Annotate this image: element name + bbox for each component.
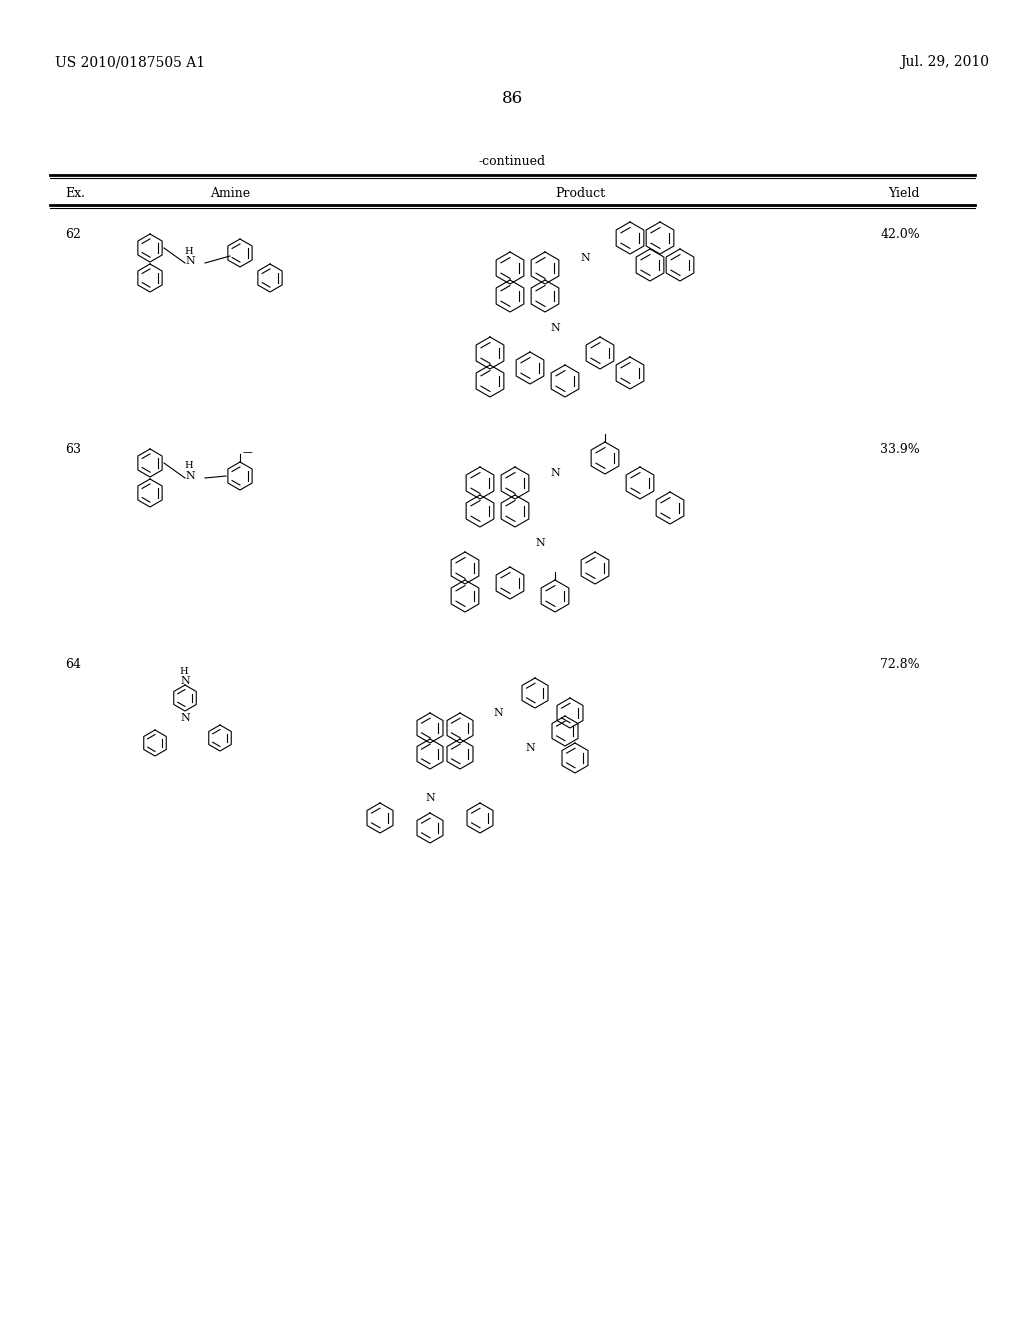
Text: Amine: Amine	[210, 187, 250, 201]
Text: N: N	[185, 256, 195, 267]
Text: -continued: -continued	[478, 154, 546, 168]
Text: H: H	[184, 462, 194, 470]
Text: 42.0%: 42.0%	[881, 228, 920, 242]
Text: 33.9%: 33.9%	[881, 444, 920, 455]
Text: 62: 62	[65, 228, 81, 242]
Text: N: N	[185, 471, 195, 480]
Text: N: N	[425, 793, 435, 803]
Text: N: N	[180, 676, 189, 686]
Text: Ex.: Ex.	[65, 187, 85, 201]
Text: N: N	[581, 253, 590, 263]
Text: H: H	[179, 667, 188, 676]
Text: H: H	[184, 247, 194, 256]
Text: Jul. 29, 2010: Jul. 29, 2010	[900, 55, 989, 69]
Text: N: N	[494, 708, 503, 718]
Text: N: N	[180, 713, 189, 723]
Text: 86: 86	[502, 90, 522, 107]
Text: Product: Product	[555, 187, 605, 201]
Text: 63: 63	[65, 444, 81, 455]
Text: US 2010/0187505 A1: US 2010/0187505 A1	[55, 55, 205, 69]
Text: 72.8%: 72.8%	[881, 657, 920, 671]
Text: N: N	[525, 743, 535, 752]
Text: —: —	[243, 447, 253, 457]
Text: N: N	[550, 323, 560, 333]
Text: N: N	[536, 539, 545, 548]
Text: Yield: Yield	[889, 187, 920, 201]
Text: 64: 64	[65, 657, 81, 671]
Text: N: N	[550, 469, 560, 478]
